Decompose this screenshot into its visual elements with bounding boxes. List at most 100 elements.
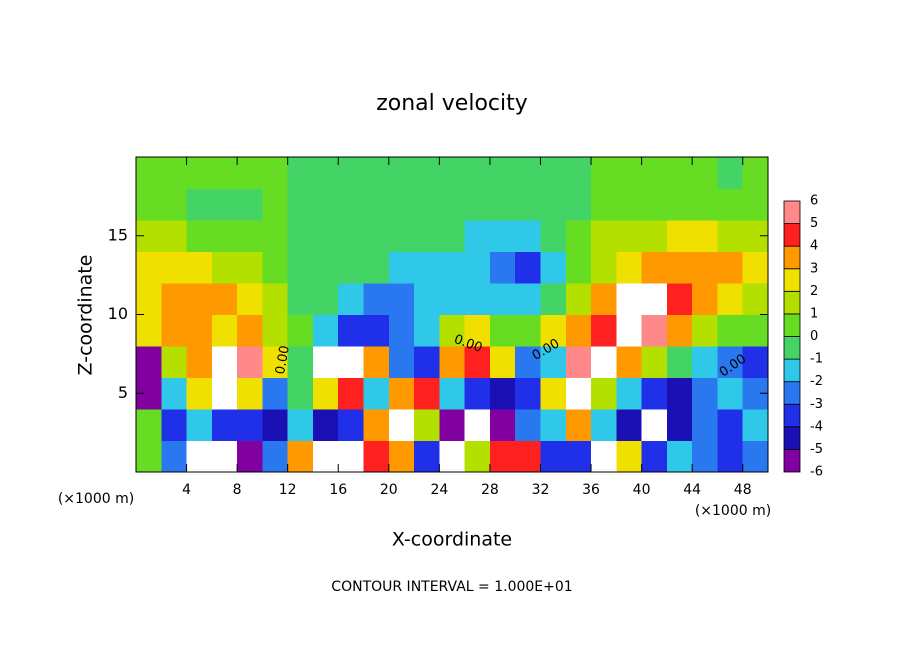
colorbar-label: 6: [810, 194, 818, 209]
cell: [186, 314, 213, 347]
cell: [287, 377, 314, 410]
cell: [312, 440, 339, 473]
cell: [591, 409, 617, 441]
cell: [186, 440, 213, 473]
cell: [136, 440, 162, 473]
x-tick-label: 28: [481, 482, 499, 498]
cell: [515, 440, 541, 473]
cell: [414, 346, 440, 378]
cell: [489, 409, 516, 441]
cell: [262, 377, 289, 410]
cell: [161, 314, 188, 347]
cell: [312, 283, 339, 315]
cell: [338, 251, 365, 284]
cell: [540, 377, 567, 410]
cell: [363, 251, 390, 284]
cell: [312, 409, 339, 441]
colorbar-label: 5: [810, 216, 818, 231]
cell: [414, 251, 440, 284]
cell: [515, 377, 541, 410]
colorbar-swatch: [783, 426, 801, 450]
cell: [363, 314, 390, 347]
cell: [565, 440, 592, 473]
cell: [312, 251, 339, 284]
cell: [439, 314, 466, 347]
cell: [262, 220, 289, 252]
cell: [540, 440, 567, 473]
cell: [616, 188, 643, 221]
cell: [540, 188, 567, 221]
cell: [414, 283, 440, 315]
colorbar-label: -2: [810, 374, 823, 389]
cell: [363, 188, 390, 221]
cell: [237, 346, 263, 378]
cell: [717, 188, 744, 221]
cell: [388, 188, 415, 221]
cell: [616, 440, 643, 473]
cell: [489, 346, 516, 378]
cell: [388, 220, 415, 252]
cell: [692, 157, 718, 189]
cell: [388, 157, 415, 189]
colorbar-label: 4: [810, 239, 818, 254]
cell: [186, 251, 213, 284]
cell: [591, 440, 617, 473]
cell: [742, 251, 769, 284]
cell: [312, 157, 339, 189]
cell: [742, 409, 769, 441]
cell: [186, 188, 213, 221]
cell: [312, 188, 339, 221]
colorbar-label: -1: [810, 352, 823, 367]
cell: [464, 157, 491, 189]
colorbar-swatch: [783, 403, 801, 428]
cell: [464, 346, 491, 378]
x-tick-label: 48: [734, 482, 752, 498]
cell: [616, 409, 643, 441]
cell: [439, 283, 466, 315]
cell: [262, 440, 289, 473]
cell: [439, 409, 466, 441]
cell: [717, 409, 744, 441]
cell: [641, 377, 668, 410]
cell: [565, 283, 592, 315]
cell: [439, 220, 466, 252]
cell: [211, 314, 238, 347]
cell: [388, 377, 415, 410]
colorbar-label: 0: [810, 329, 818, 344]
cell: [616, 283, 643, 315]
cell: [414, 157, 440, 189]
cell: [742, 346, 769, 378]
cell: [666, 440, 693, 473]
cell: [186, 157, 213, 189]
cell: [591, 314, 617, 347]
cell: [262, 157, 289, 189]
cell: [717, 157, 744, 189]
cell: [666, 409, 693, 441]
cell: [388, 283, 415, 315]
cell: [641, 346, 668, 378]
cell: [186, 283, 213, 315]
cell: [641, 440, 668, 473]
colorbar-label: 3: [810, 261, 818, 276]
colorbar-swatch: [783, 381, 801, 405]
cell: [565, 377, 592, 410]
cell: [489, 157, 516, 189]
cell: [666, 377, 693, 410]
cell: [464, 283, 491, 315]
cell: [591, 346, 617, 378]
colorbar-swatch: [783, 223, 801, 247]
cell: [211, 220, 238, 252]
colorbar-label: -6: [810, 465, 823, 480]
y-tick-label: 5: [118, 383, 128, 402]
cell: [641, 188, 668, 221]
cell: [161, 346, 188, 378]
cell: [237, 157, 263, 189]
colorbar-label: 2: [810, 284, 818, 299]
colorbar-swatch: [783, 449, 801, 473]
cell: [262, 188, 289, 221]
cell: [464, 409, 491, 441]
cell: [237, 251, 263, 284]
cell: [666, 283, 693, 315]
cell: [136, 283, 162, 315]
